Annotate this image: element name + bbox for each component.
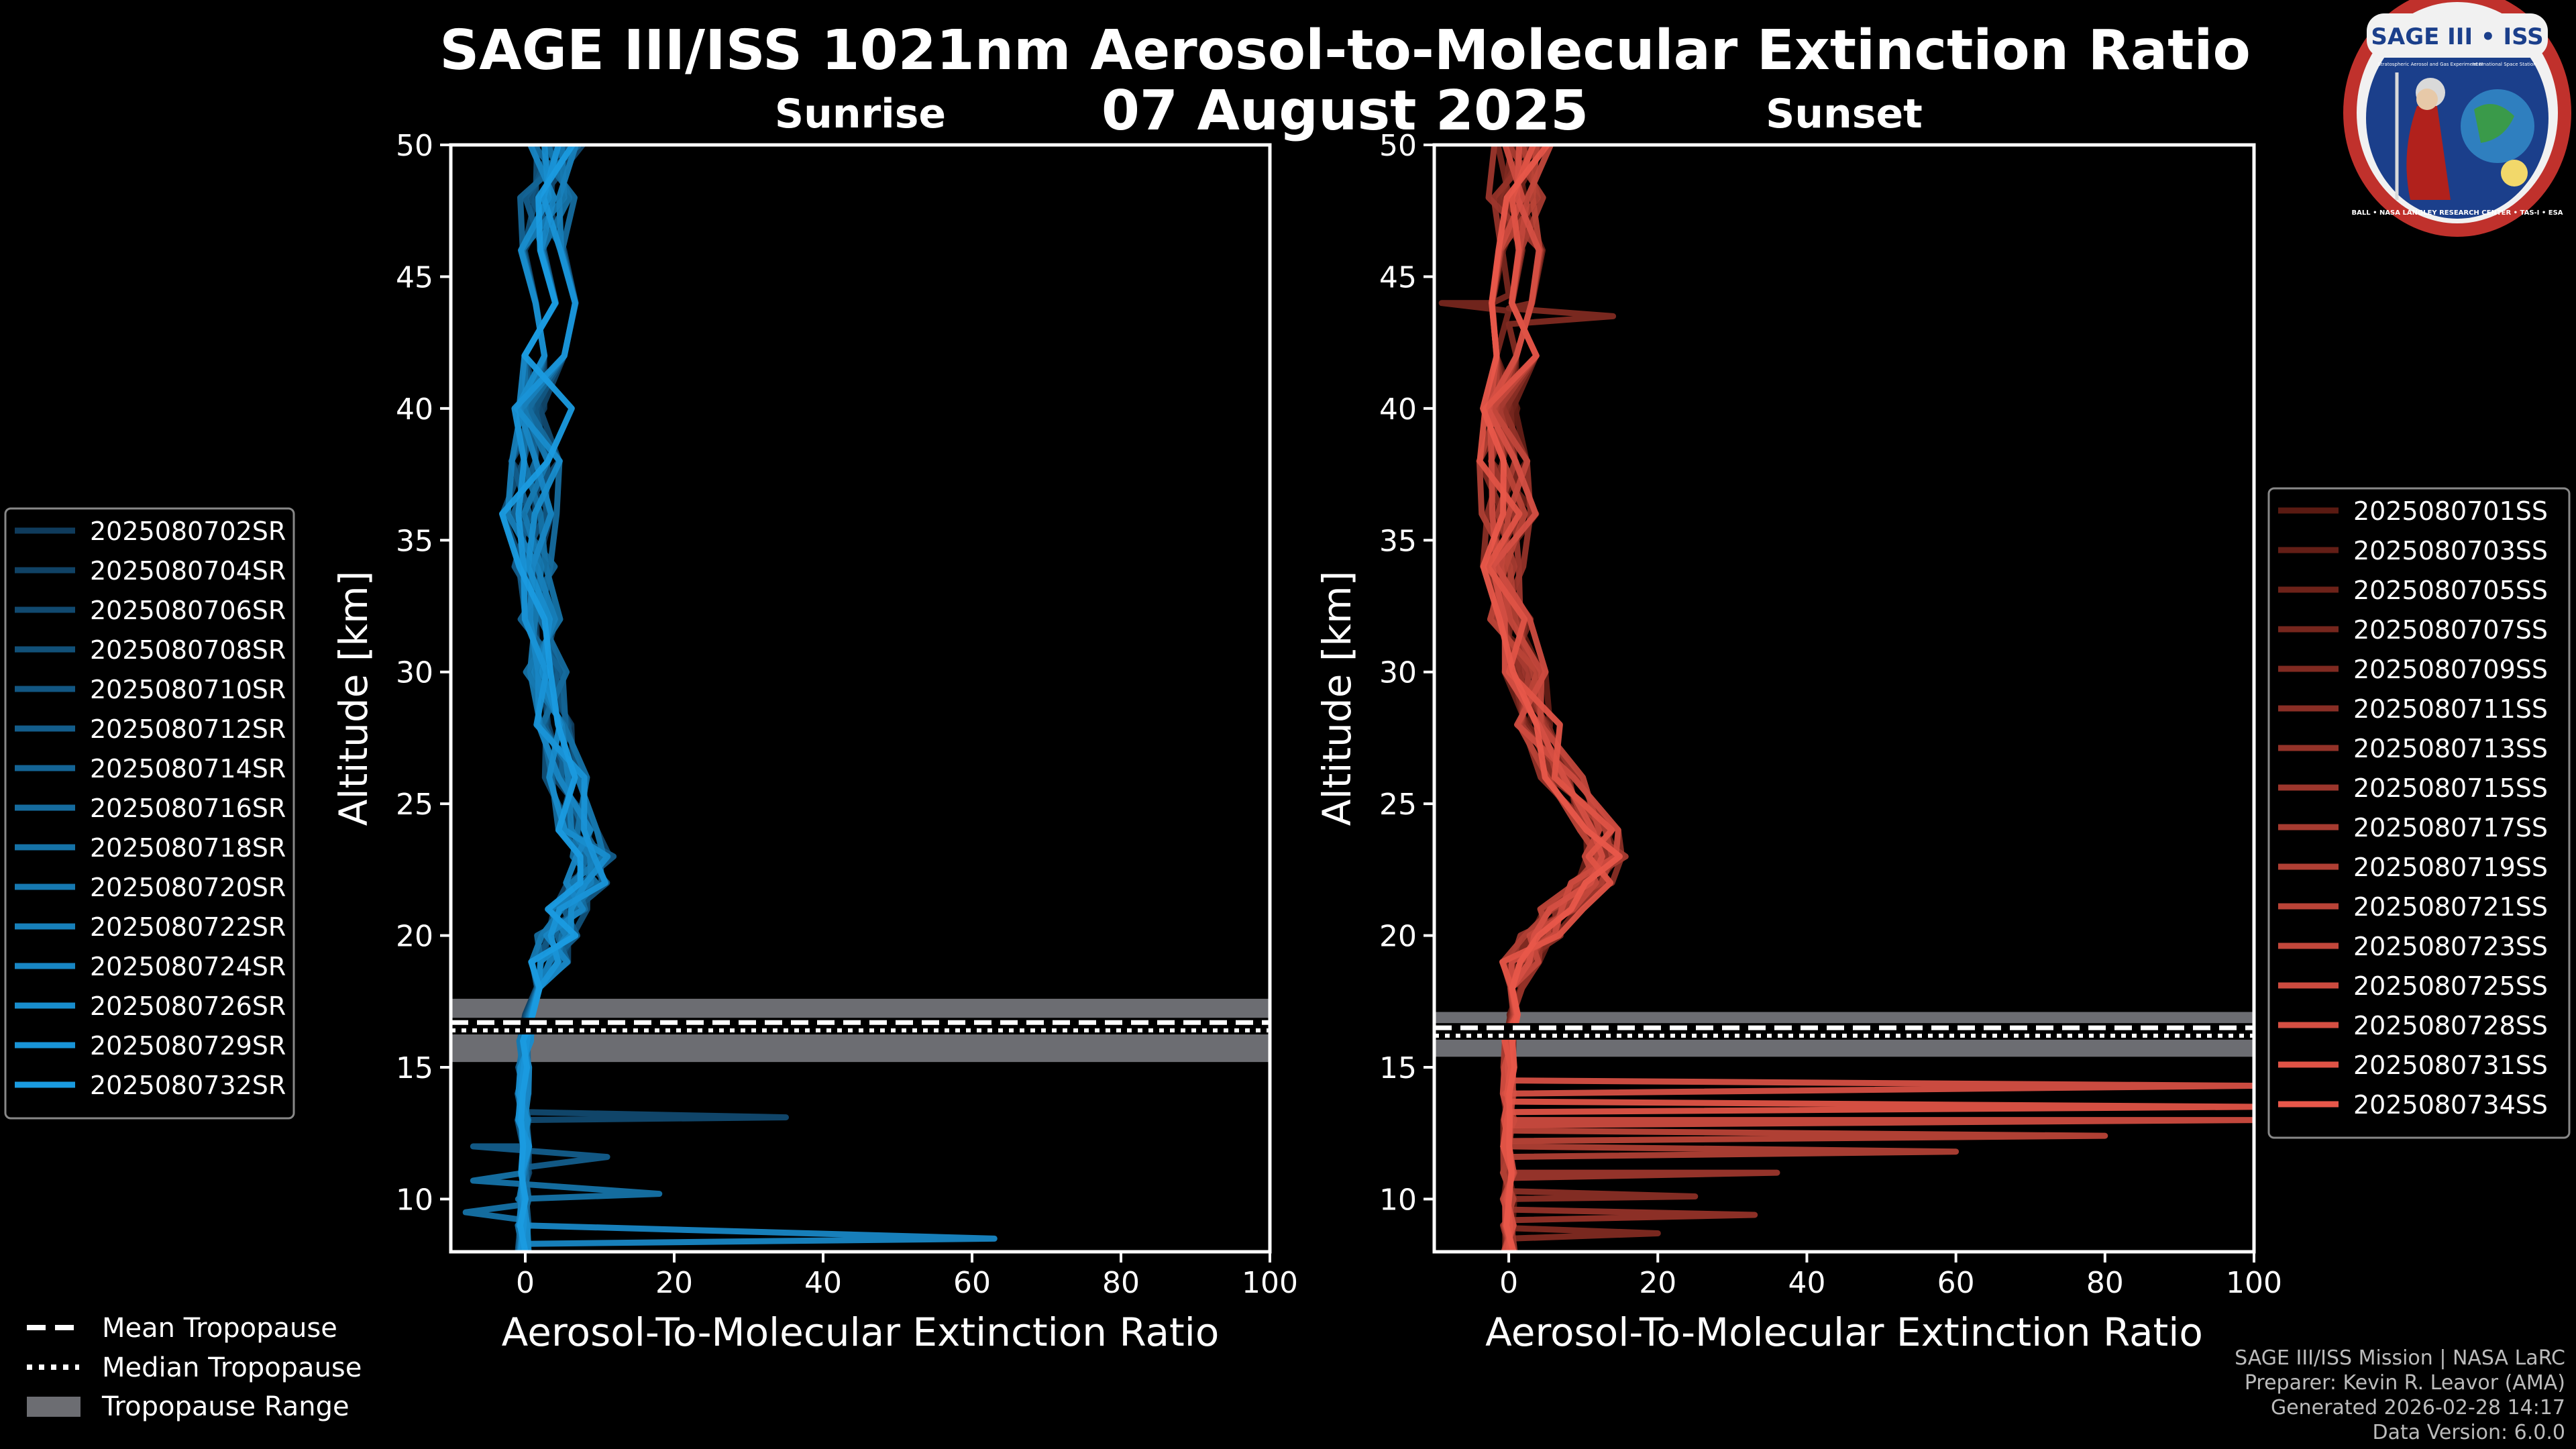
legend-label: 2025080731SS — [2353, 1051, 2548, 1080]
figure-title-line2: 07 August 2025 — [1101, 79, 1589, 143]
legend-label: 2025080723SS — [2353, 932, 2548, 961]
plot-frame — [449, 143, 1272, 1254]
legend-label: 2025080725SS — [2353, 971, 2548, 1001]
x-axis-label: Aerosol-To-Molecular Extinction Ratio — [1485, 1309, 2203, 1355]
legend-label: 2025080726SR — [90, 991, 286, 1021]
profile-lines — [1438, 145, 2254, 1252]
legend-label: 2025080709SS — [2353, 655, 2548, 684]
legend-label: 2025080734SS — [2353, 1090, 2548, 1120]
profile-2025080728SS — [1485, 145, 2254, 1252]
credit-line-3: Generated 2026-02-28 14:17 — [2270, 1396, 2565, 1419]
y-tick-label: 15 — [1379, 1051, 1417, 1085]
sunrise-panel: 0 20 40 60 80 100 10 15 20 25 30 35 40 45 50 Sunrise Aer… — [331, 91, 1298, 1355]
legend-label: 2025080721SS — [2353, 892, 2548, 922]
legend-label: 2025080719SS — [2353, 853, 2548, 882]
legend-label: 2025080715SS — [2353, 773, 2548, 803]
legend-label: 2025080711SS — [2353, 694, 2548, 724]
profile-2025080734SS — [1480, 145, 1623, 1252]
legend-label: 2025080713SS — [2353, 734, 2548, 763]
credits: SAGE III/ISS Mission | NASA LaRC Prepare… — [2235, 1346, 2565, 1445]
tropopause-range-swatch — [27, 1397, 80, 1417]
logo-subtitle: Stratospheric Aerosol and Gas Experiment… — [2377, 62, 2483, 67]
tropopause-range-label: Tropopause Range — [101, 1391, 350, 1422]
y-tick-label: 35 — [396, 524, 433, 558]
y-tick-label: 40 — [1379, 392, 1417, 427]
legend-label: 2025080703SS — [2353, 536, 2548, 566]
panel-title: Sunrise — [775, 91, 946, 138]
legend-label: 2025080708SR — [90, 635, 286, 665]
y-tick-label: 45 — [1379, 260, 1417, 294]
y-tick-label: 50 — [396, 129, 433, 163]
credit-line-2: Preparer: Kevin R. Leavor (AMA) — [2244, 1371, 2565, 1395]
credit-line-1: SAGE III/ISS Mission | NASA LaRC — [2235, 1346, 2565, 1370]
x-tick-label: 60 — [953, 1266, 991, 1300]
legend-label: 2025080717SS — [2353, 813, 2548, 843]
tropopause-legend: Mean Tropopause Median Tropopause Tropop… — [27, 1313, 362, 1422]
x-tick-label: 0 — [1499, 1266, 1518, 1300]
logo-title: SAGE III • ISS — [2371, 23, 2543, 50]
y-axis-label: Altitude [km] — [331, 571, 376, 826]
legend-label: 2025080712SR — [90, 714, 286, 744]
sunrise-legend: 2025080702SR 2025080704SR 2025080706SR 2025… — [4, 507, 295, 1120]
profile-2025080724SR — [516, 145, 998, 1252]
x-tick-label: 40 — [1788, 1266, 1825, 1300]
y-tick-label: 40 — [396, 392, 433, 427]
y-tick-label: 30 — [1379, 656, 1417, 690]
x-tick-label: 40 — [804, 1266, 842, 1300]
legend-label: 2025080724SR — [90, 952, 286, 981]
median-tropopause-label: Median Tropopause — [102, 1352, 362, 1383]
sunset-legend: 2025080701SS 2025080703SS 2025080705SS 2025… — [2267, 487, 2571, 1139]
y-tick-label: 50 — [1379, 129, 1417, 163]
x-tick-label: 60 — [1937, 1266, 1975, 1300]
logo-side-text: International Space Station — [2472, 62, 2536, 67]
x-tick-label: 80 — [1102, 1266, 1140, 1300]
y-tick-label: 10 — [396, 1183, 433, 1217]
legend-label: 2025080704SR — [90, 556, 286, 586]
y-tick-label: 15 — [396, 1051, 433, 1085]
profile-2025080732SR — [499, 145, 584, 1252]
mean-tropopause-label: Mean Tropopause — [102, 1313, 337, 1344]
x-axis-label: Aerosol-To-Molecular Extinction Ratio — [502, 1309, 1220, 1355]
legend-frame — [2267, 487, 2571, 1139]
legend-label: 2025080701SS — [2353, 496, 2548, 526]
x-tick-label: 80 — [2086, 1266, 2124, 1300]
legend-label: 2025080729SR — [90, 1031, 286, 1061]
legend-label: 2025080714SR — [90, 754, 286, 784]
y-tick-label: 20 — [1379, 920, 1417, 954]
y-tick-label: 45 — [396, 260, 433, 294]
legend-label: 2025080720SR — [90, 873, 286, 902]
legend-label: 2025080710SR — [90, 675, 286, 704]
x-tick-label: 20 — [655, 1266, 693, 1300]
x-tick-label: 20 — [1639, 1266, 1676, 1300]
logo-ring-text: BALL • NASA LANGLEY RESEARCH CENTER • TA… — [2351, 209, 2563, 217]
panel-title: Sunset — [1766, 91, 1923, 138]
x-tick-label: 100 — [1242, 1266, 1298, 1300]
y-tick-label: 20 — [396, 920, 433, 954]
legend-frame — [4, 507, 295, 1120]
legend-label: 2025080705SS — [2353, 576, 2548, 605]
x-tick-label: 0 — [516, 1266, 535, 1300]
y-tick-label: 35 — [1379, 524, 1417, 558]
sunset-panel: 0 20 40 60 80 100 10 15 20 25 30 35 40 45 50 Sunset Aero… — [1314, 91, 2282, 1355]
y-tick-label: 30 — [396, 656, 433, 690]
legend-label: 2025080718SR — [90, 833, 286, 863]
y-tick-label: 25 — [1379, 788, 1417, 822]
legend-label: 2025080728SS — [2353, 1011, 2548, 1040]
legend-label: 2025080732SR — [90, 1071, 286, 1100]
profile-lines — [462, 145, 998, 1252]
x-tick-label: 100 — [2226, 1266, 2282, 1300]
y-axis-label: Altitude [km] — [1314, 571, 1360, 826]
legend-label: 2025080722SR — [90, 912, 286, 942]
y-tick-label: 25 — [396, 788, 433, 822]
legend-label: 2025080702SR — [90, 517, 286, 546]
credit-line-4: Data Version: 6.0.0 — [2372, 1421, 2565, 1444]
plot-frame — [1432, 143, 2256, 1254]
sage-iii-iss-logo: SAGE III • ISS Stratospheric Aerosol and… — [2343, 0, 2571, 237]
y-tick-label: 10 — [1379, 1183, 1417, 1217]
legend-label: 2025080716SR — [90, 794, 286, 823]
legend-label: 2025080707SS — [2353, 615, 2548, 645]
figure-title-line1: SAGE III/ISS 1021nm Aerosol-to-Molecular… — [439, 19, 2251, 83]
legend-label: 2025080706SR — [90, 596, 286, 625]
